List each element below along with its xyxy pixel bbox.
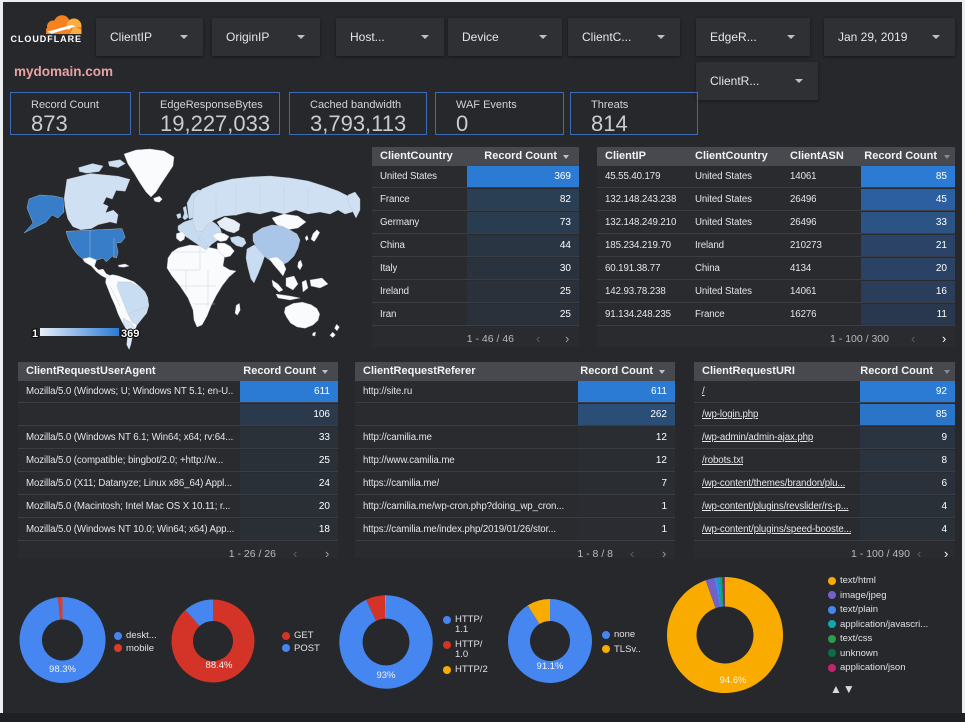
svg-text:91.1%: 91.1% [537, 661, 564, 672]
svg-text:CLOUDFLARE: CLOUDFLARE [11, 34, 83, 44]
svg-text:1: 1 [32, 328, 38, 340]
svg-text:88.4%: 88.4% [206, 660, 233, 671]
svg-text:93%: 93% [376, 670, 396, 681]
svg-text:98.3%: 98.3% [49, 664, 76, 675]
svg-text:94.6%: 94.6% [720, 675, 747, 686]
svg-text:369: 369 [121, 328, 139, 340]
